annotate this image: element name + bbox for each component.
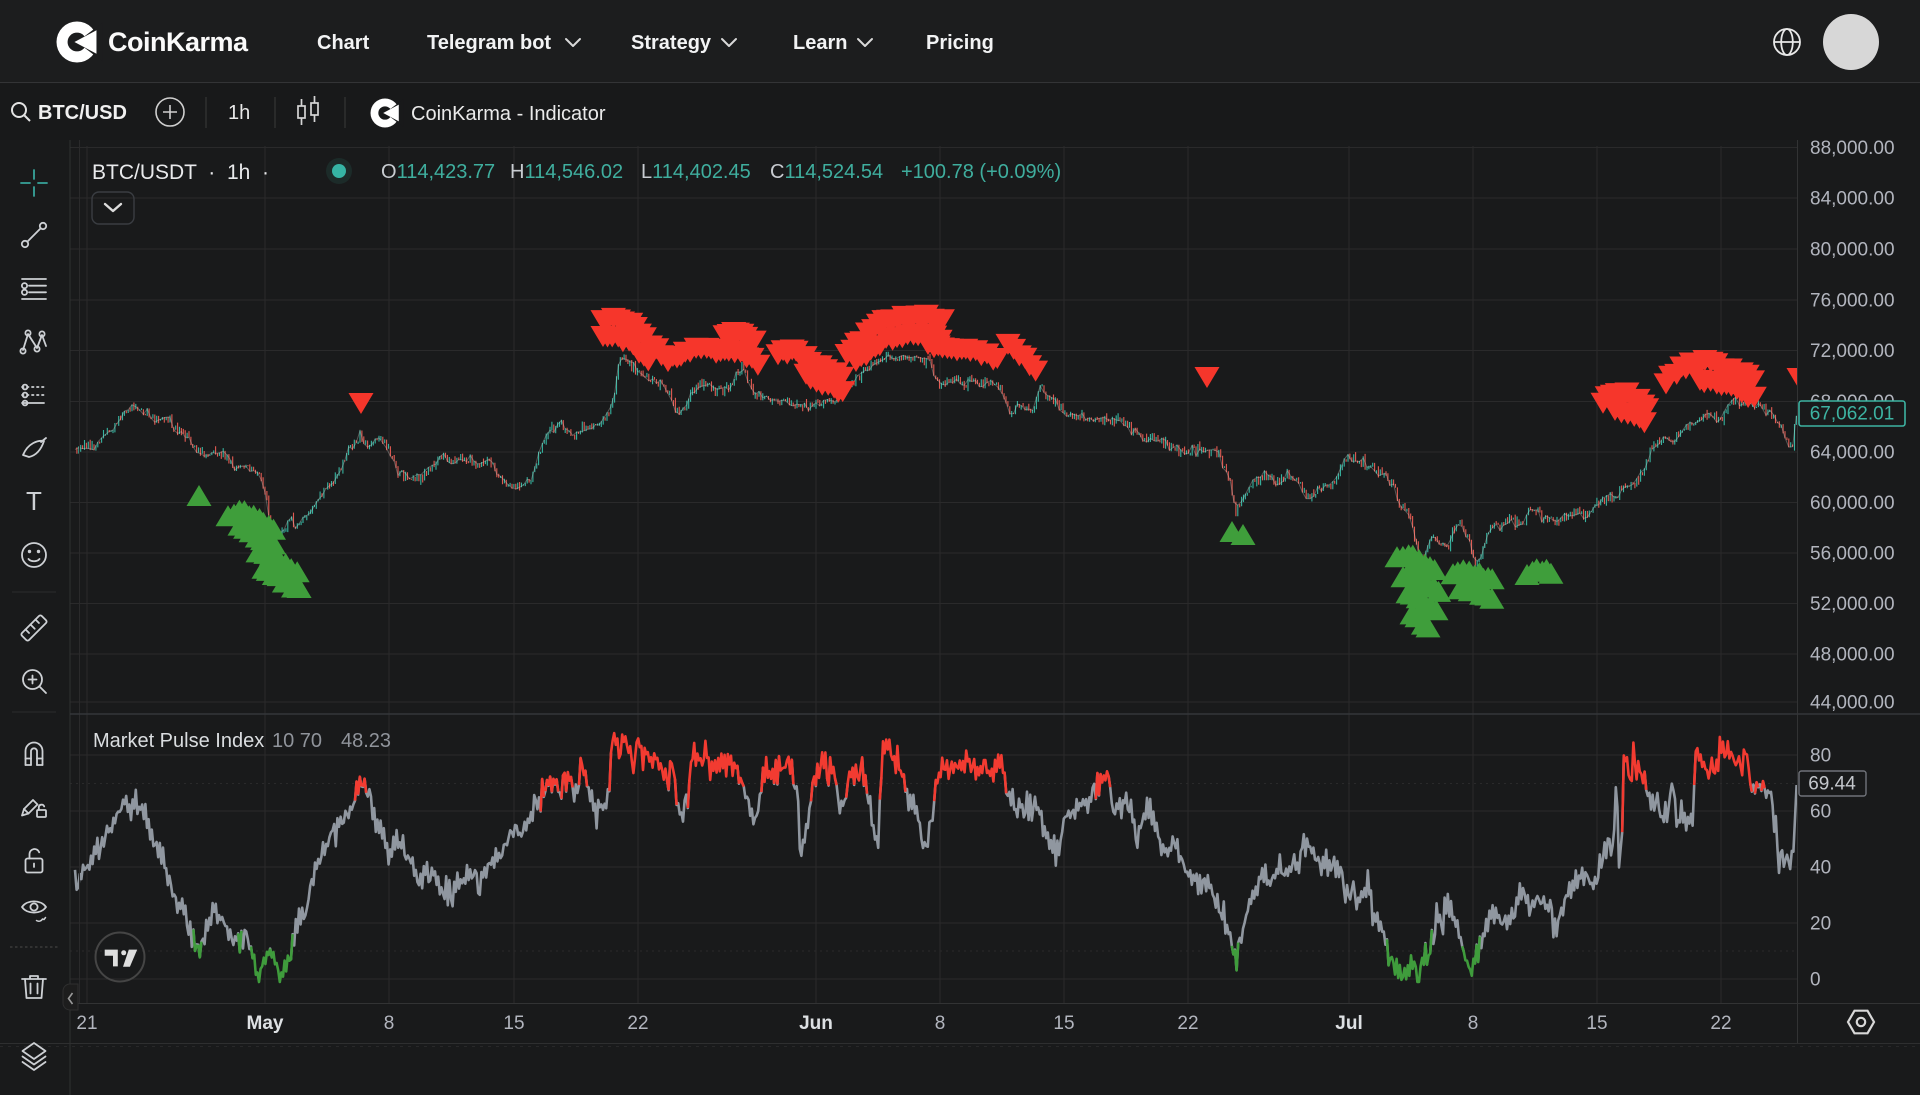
- svg-text:H114,546.02: H114,546.02: [510, 161, 623, 183]
- svg-text:72,000.00: 72,000.00: [1810, 341, 1895, 362]
- svg-text:60: 60: [1810, 802, 1831, 823]
- svg-text:Learn: Learn: [793, 32, 847, 54]
- svg-text:88,000.00: 88,000.00: [1810, 140, 1895, 159]
- svg-text:L114,402.45: L114,402.45: [641, 161, 751, 183]
- svg-text:8: 8: [384, 1013, 395, 1034]
- svg-text:22: 22: [1710, 1013, 1731, 1034]
- svg-text:84,000.00: 84,000.00: [1810, 189, 1895, 210]
- svg-text:Chart: Chart: [317, 32, 370, 54]
- svg-text:Jun: Jun: [799, 1013, 833, 1034]
- svg-text:56,000.00: 56,000.00: [1810, 544, 1895, 565]
- svg-text:44,000.00: 44,000.00: [1810, 693, 1895, 714]
- svg-text:CoinKarma: CoinKarma: [108, 27, 249, 57]
- svg-text:May: May: [247, 1013, 284, 1034]
- svg-text:10 70: 10 70: [272, 730, 322, 752]
- svg-text:Market Pulse Index: Market Pulse Index: [93, 730, 264, 752]
- svg-text:48.23: 48.23: [341, 730, 391, 752]
- svg-text:Strategy: Strategy: [631, 32, 712, 54]
- svg-text:69.44: 69.44: [1808, 774, 1856, 795]
- svg-text:76,000.00: 76,000.00: [1810, 291, 1895, 312]
- svg-text:60,000.00: 60,000.00: [1810, 493, 1895, 514]
- svg-text:80,000.00: 80,000.00: [1810, 240, 1895, 261]
- svg-text:CoinKarma - Indicator: CoinKarma - Indicator: [411, 103, 606, 125]
- svg-text:40: 40: [1810, 858, 1831, 879]
- svg-text:8: 8: [1468, 1013, 1479, 1034]
- svg-text:Telegram bot: Telegram bot: [427, 32, 551, 54]
- svg-text:52,000.00: 52,000.00: [1810, 594, 1895, 615]
- svg-text:80: 80: [1810, 746, 1831, 767]
- svg-text:22: 22: [1177, 1013, 1198, 1034]
- svg-text:BTC/USDT · 1h ·: BTC/USDT · 1h ·: [92, 161, 269, 184]
- svg-text:C114,524.54: C114,524.54: [770, 161, 883, 183]
- svg-text:8: 8: [935, 1013, 946, 1034]
- svg-text:15: 15: [1053, 1013, 1074, 1034]
- svg-text:O114,423.77: O114,423.77: [381, 161, 495, 183]
- svg-text:BTC/USD: BTC/USD: [38, 102, 127, 124]
- svg-text:20: 20: [1810, 914, 1831, 935]
- svg-text:67,062.01: 67,062.01: [1810, 404, 1895, 425]
- svg-text:21: 21: [76, 1013, 97, 1034]
- svg-text:48,000.00: 48,000.00: [1810, 645, 1895, 666]
- svg-text:15: 15: [503, 1013, 524, 1034]
- svg-text:T: T: [26, 486, 42, 516]
- svg-text:15: 15: [1586, 1013, 1607, 1034]
- svg-text:Pricing: Pricing: [926, 32, 994, 54]
- svg-text:+100.78 (+0.09%): +100.78 (+0.09%): [901, 161, 1061, 183]
- svg-text:64,000.00: 64,000.00: [1810, 443, 1895, 464]
- svg-text:Jul: Jul: [1335, 1013, 1362, 1034]
- svg-text:22: 22: [627, 1013, 648, 1034]
- svg-text:1h: 1h: [228, 102, 250, 124]
- svg-text:0: 0: [1810, 970, 1821, 991]
